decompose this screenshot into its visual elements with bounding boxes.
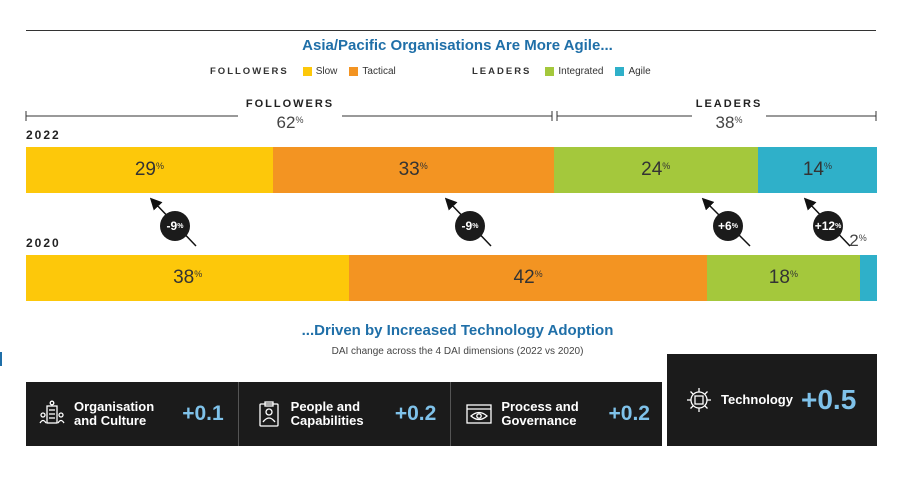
bar-2020-integrated: 18% [706,255,860,301]
leaders-total: 38% [715,113,743,132]
bar-label-2020-slow: 38% [173,267,203,288]
change-badge-tactical: -9% [455,211,485,241]
dimension-people-label: People and Capabilities [290,399,364,428]
legend-label-tactical: Tactical [362,66,396,77]
bar-2020-slow: 38% [26,255,350,301]
dimension-technology-label: Technology [721,392,793,407]
legend-item-agile: Agile [615,66,651,77]
bar-label-2022-slow: 29% [134,159,164,180]
change-badge-agile: +12% [813,211,843,241]
dimensions-strip: Organisation and Culture +0.1 People and… [26,382,662,446]
change-badge-slow: -9% [160,211,190,241]
followers-header: FOLLOWERS [245,98,335,110]
leaders-header: LEADERS [695,98,763,110]
bar-label-2022-agile: 14% [802,159,832,180]
bar-2022-agile: 14% [757,147,877,193]
bar-label-2020-integrated: 18% [768,267,798,288]
dimension-technology: Technology +0.5 [667,354,877,446]
legend-item-slow: Slow [302,66,338,77]
legend-group-followers: FOLLOWERS [210,66,289,77]
year-label-2020: 2020 [26,236,61,250]
gear-chip-icon [687,388,711,412]
top-rule [26,30,876,31]
bar-2020-agile [859,255,877,301]
change-badge-integrated: +6% [713,211,743,241]
eye-monitor-icon [466,404,492,424]
dimension-organisation: Organisation and Culture +0.1 [26,400,238,428]
bar-label-2022-integrated: 24% [641,159,671,180]
legend-item-integrated: Integrated [545,66,603,77]
dimension-organisation-value: +0.1 [182,402,224,425]
legend-followers: FOLLOWERS Slow Tactical [210,66,408,77]
dimension-process-value: +0.2 [608,402,650,425]
legend-swatch-agile [615,67,625,76]
panel-divider [237,382,239,446]
legend-swatch-slow [302,67,312,76]
chart-title: Asia/Pacific Organisations Are More Agil… [302,37,613,54]
clipboard-person-icon [259,401,279,427]
legend-group-leaders: LEADERS [472,66,532,77]
dimension-technology-value: +0.5 [800,384,857,415]
legend-swatch-integrated [545,67,555,76]
dimension-process: Process and Governance +0.2 [451,400,662,428]
bar-2020-tactical: 42% [349,255,707,301]
group-brackets [25,111,877,121]
bar-label-2020-tactical: 42% [513,267,543,288]
dimension-process-label: Process and Governance [501,399,579,428]
legend-label-integrated: Integrated [558,66,604,77]
dimension-organisation-label: Organisation and Culture [74,399,155,428]
year-label-2022: 2022 [26,128,61,142]
bar-2022-slow: 29% [26,147,273,193]
bar-label-2020-agile: 2% [849,231,867,250]
section-title: ...Driven by Increased Technology Adopti… [301,322,614,339]
legend-label-agile: Agile [628,66,651,77]
dimension-people-value: +0.2 [394,402,437,425]
bar-2022-tactical: 33% [272,147,554,193]
section-subtitle: DAI change across the 4 DAI dimensions (… [331,346,584,357]
legend-swatch-tactical [349,67,359,76]
building-people-icon [39,400,65,424]
panel-divider [450,382,452,446]
followers-total: 62% [276,113,304,132]
legend-item-tactical: Tactical [349,66,396,77]
legend-label-slow: Slow [315,66,338,77]
side-marker [0,352,2,366]
dimension-people: People and Capabilities +0.2 [239,400,451,428]
bar-2022-integrated: 24% [553,147,758,193]
legend-leaders: LEADERS Integrated Agile [472,66,663,77]
bar-label-2022-tactical: 33% [398,159,428,180]
